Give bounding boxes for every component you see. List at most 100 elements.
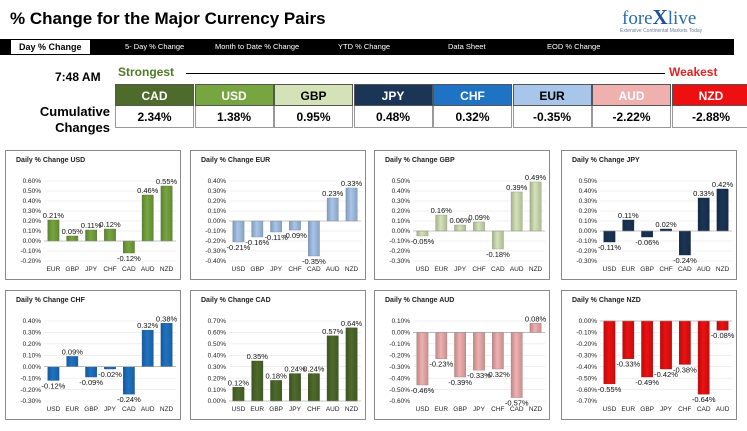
- tab-5-day-change[interactable]: 5- Day % Change: [125, 42, 185, 51]
- bar-value-label: -0.05%: [411, 237, 435, 246]
- bar-chart: 0.50% 0.40% 0.30% 0.20% 0.10% 0.00% -0.10% -0.2…: [389, 173, 546, 273]
- forexlive-logo[interactable]: foreXlive Extensive Continental Markets …: [620, 5, 702, 37]
- bar-value-label: -0.02%: [98, 370, 122, 379]
- bar: [716, 320, 729, 331]
- tab-ytd-change[interactable]: YTD % Change: [338, 42, 391, 51]
- y-tick-label: -0.20%: [576, 341, 597, 348]
- chart-title: Daily % Change EUR: [201, 157, 271, 164]
- chart-title: Daily % Change NZD: [572, 297, 641, 304]
- x-category-label: EUR: [250, 406, 264, 413]
- bar-value-label: 0.57%: [322, 327, 344, 336]
- bar: [66, 356, 79, 367]
- y-tick-label: 0.20%: [392, 208, 411, 215]
- bar: [435, 332, 448, 359]
- bar-value-label: 0.46%: [137, 186, 159, 195]
- bar: [473, 221, 485, 232]
- y-tick-label: 0.40%: [23, 198, 42, 205]
- currency-card-jpy: JPY 0.48%: [353, 84, 433, 130]
- logo-part-1: fore: [622, 8, 653, 29]
- bar-value-label: 0.33%: [693, 189, 715, 198]
- x-category-label: GBP: [269, 406, 283, 413]
- tab-data-sheet[interactable]: Data Sheet: [448, 42, 486, 51]
- bar: [104, 366, 116, 370]
- bar-value-label: -0.09%: [283, 231, 307, 240]
- chart-panel: Daily % Change AUD 0.10% 0.00% -0.10% -0.20%…: [374, 290, 550, 420]
- y-tick-label: 0.50%: [208, 341, 227, 348]
- tab-day-change[interactable]: Day % Change: [10, 39, 91, 55]
- bar: [641, 230, 654, 238]
- y-tick-label: 0.20%: [579, 208, 598, 215]
- y-tick-label: -0.30%: [576, 352, 597, 359]
- bar: [454, 332, 467, 378]
- tab-eod-change[interactable]: EOD % Change: [547, 42, 601, 51]
- bar-value-label: -0.42%: [654, 370, 678, 379]
- x-category-label: CAD: [510, 406, 524, 413]
- logo-tagline: Extensive Continental Markets Today: [620, 28, 703, 34]
- bar: [270, 380, 283, 402]
- tab-month-to-date-change[interactable]: Month to Date % Change: [215, 42, 300, 51]
- bar-value-label: -0.16%: [245, 238, 269, 247]
- bar-value-label: 0.24%: [303, 365, 325, 374]
- bar: [141, 329, 154, 367]
- bar-value-label: 0.33%: [341, 179, 363, 188]
- currency-code: CHF: [433, 84, 512, 106]
- y-tick-label: -0.40%: [576, 364, 597, 371]
- chart-panel: Daily % Change NZD 0.00% -0.10% -0.20% -0.30…: [561, 290, 737, 420]
- currency-card-gbp: GBP 0.95%: [274, 84, 353, 130]
- y-tick-label: -0.20%: [576, 248, 597, 255]
- currency-cumulative-value: 2.34%: [115, 106, 194, 128]
- bar-value-label: 0.42%: [712, 180, 734, 189]
- y-tick-label: 0.00%: [23, 238, 42, 245]
- bar: [491, 230, 504, 250]
- bar-chart: 0.60% 0.50% 0.40% 0.30% 0.20% 0.10% 0.00% -0.10…: [20, 177, 177, 273]
- y-tick-label: -0.30%: [389, 258, 410, 265]
- chart-title: Daily % Change CHF: [16, 297, 85, 304]
- currency-code: AUD: [592, 84, 671, 106]
- x-category-label: CHF: [472, 266, 485, 273]
- y-tick-label: -0.20%: [20, 258, 41, 265]
- chart-panel: Daily % Change JPY 0.50% 0.40% 0.30% 0.20% 0.…: [561, 150, 737, 280]
- bar-value-label: 0.06%: [450, 216, 472, 225]
- bar-value-label: -0.55%: [598, 385, 622, 394]
- bar: [622, 320, 635, 359]
- y-tick-label: 0.10%: [23, 228, 42, 235]
- cumulative-label-line1: Cumulative: [39, 104, 110, 119]
- x-category-label: JPY: [454, 266, 467, 273]
- x-category-label: NZD: [160, 406, 174, 413]
- bar-value-label: 0.38%: [156, 314, 178, 323]
- bar-value-label: 0.39%: [506, 183, 528, 192]
- x-category-label: CAD: [678, 266, 692, 273]
- bar-value-label: -0.33%: [616, 360, 640, 369]
- bar-chart: 0.40%0.30%0.20%0.10%0.00%-0.10%-0.20%-0.…: [205, 178, 363, 273]
- bar-value-label: -0.06%: [635, 238, 659, 247]
- bar: [660, 320, 672, 370]
- y-tick-label: 0.50%: [23, 188, 42, 195]
- y-tick-label: -0.10%: [20, 375, 41, 382]
- bar: [345, 187, 358, 222]
- bar: [104, 228, 116, 242]
- bar-value-label: 0.21%: [43, 211, 65, 220]
- y-tick-label: -0.70%: [576, 398, 597, 405]
- time-label: 7:48 AM: [55, 70, 101, 84]
- bar-value-label: 0.09%: [468, 213, 490, 222]
- y-tick-label: 0.00%: [579, 318, 598, 325]
- currency-card-cad: CAD 2.34%: [115, 84, 194, 130]
- currency-code: JPY: [353, 84, 433, 106]
- bar: [416, 230, 429, 237]
- x-category-label: CHF: [491, 406, 504, 413]
- x-category-label: CHF: [678, 406, 691, 413]
- y-tick-label: 0.10%: [579, 218, 598, 225]
- bar-value-label: 0.12%: [99, 220, 121, 229]
- logo-part-2: live: [667, 8, 697, 29]
- bar: [641, 320, 654, 378]
- bar-chart: 0.10% 0.00% -0.10% -0.20% -0.30% -0.40% -0.50%…: [389, 314, 547, 413]
- bar-value-label: 0.08%: [525, 314, 547, 323]
- y-tick-label: 0.50%: [579, 178, 598, 185]
- y-tick-label: 0.10%: [392, 318, 411, 325]
- y-tick-label: -0.30%: [389, 364, 410, 371]
- bar: [307, 373, 320, 402]
- strength-line: [186, 73, 665, 74]
- y-tick-label: 0.00%: [392, 330, 411, 337]
- y-tick-label: -0.60%: [576, 387, 597, 394]
- y-tick-label: -0.20%: [205, 238, 226, 245]
